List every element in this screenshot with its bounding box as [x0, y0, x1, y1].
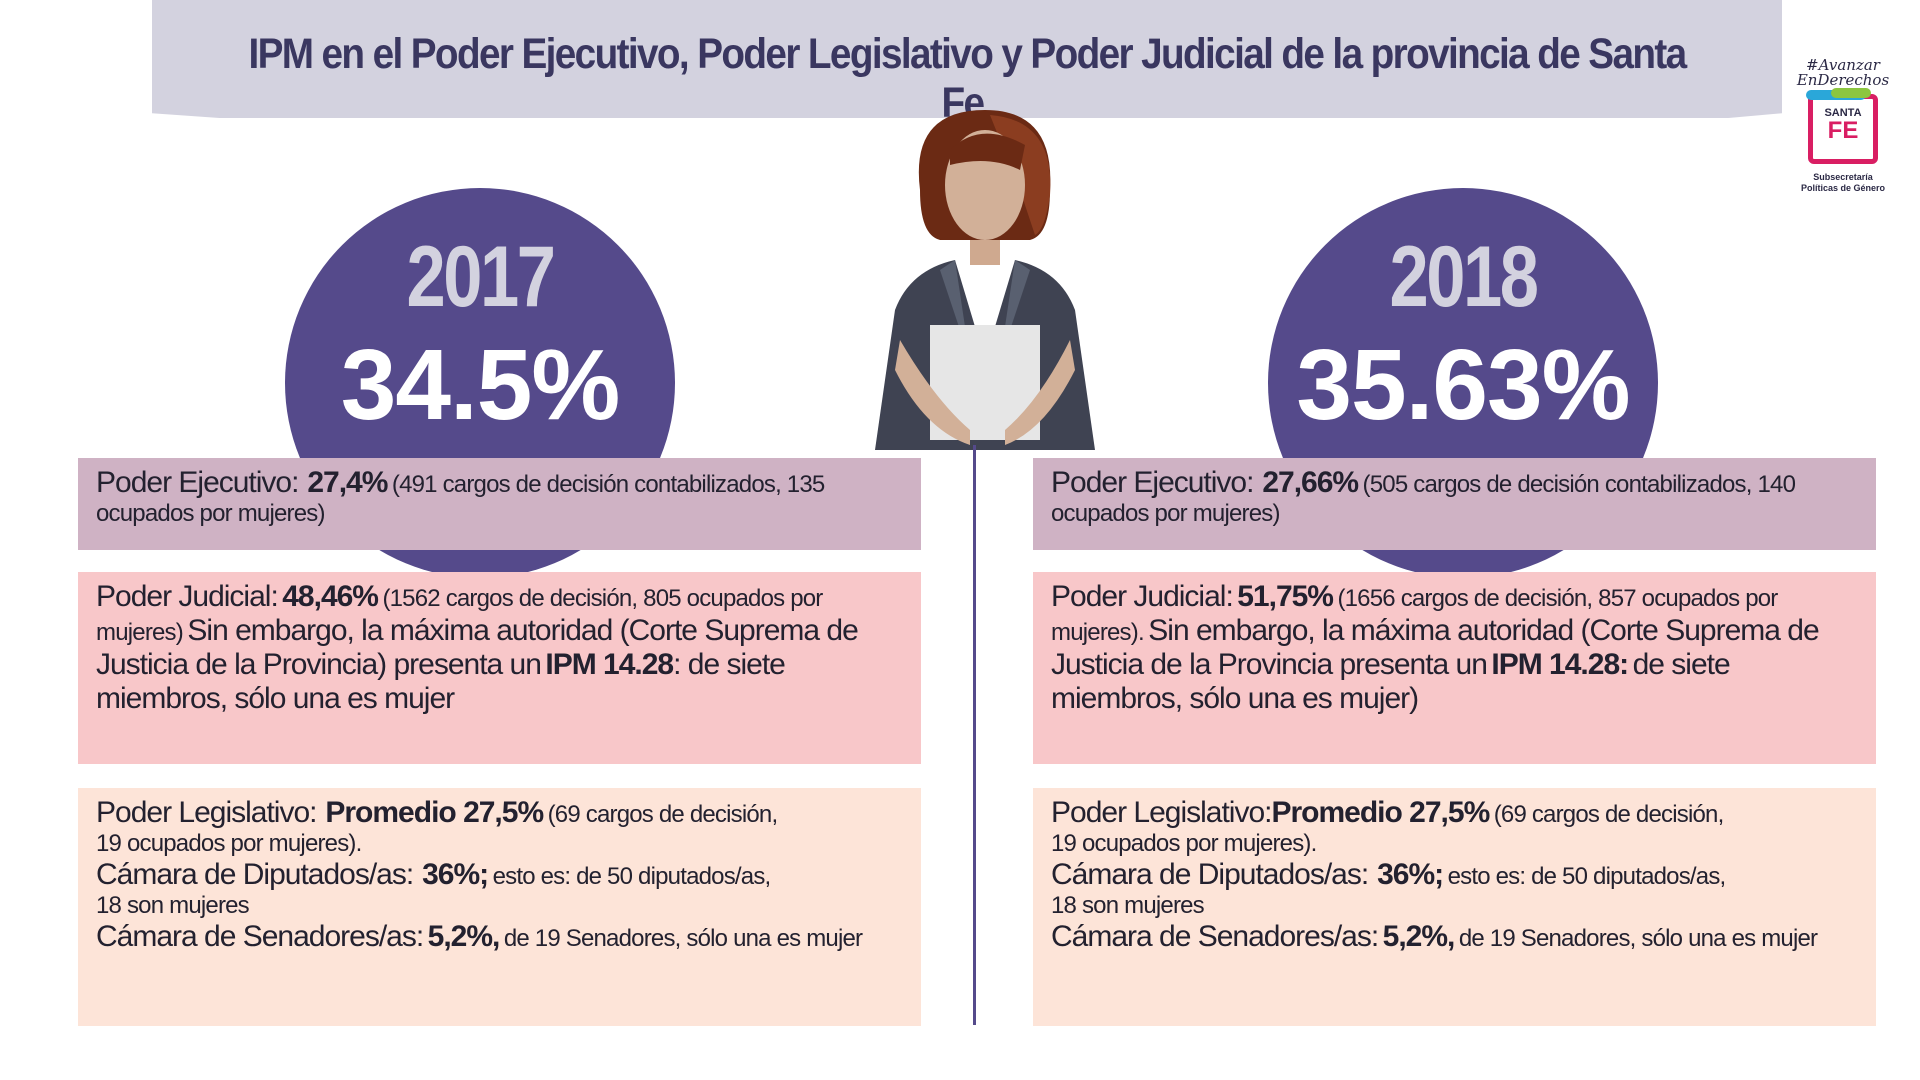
logo-santa: SANTA	[1824, 107, 1862, 119]
value: 51,75%	[1237, 580, 1334, 613]
text: : de siete	[673, 648, 786, 681]
box-2018-ejecutivo: Poder Ejecutivo: 27,66% (505 cargos de d…	[1033, 458, 1876, 550]
value: 36%;	[422, 858, 489, 891]
label: Poder Ejecutivo:	[1051, 466, 1254, 499]
label: Poder Ejecutivo:	[96, 466, 299, 499]
detail: esto es: de 50 diputados/as,	[1447, 863, 1727, 890]
text: de siete	[1632, 648, 1731, 681]
detail: mujeres)	[96, 619, 184, 646]
detail: (1656 cargos de decisión, 857 ocupados p…	[1337, 585, 1778, 612]
label: Poder Legislativo:	[96, 796, 317, 829]
vertical-divider	[973, 445, 976, 1025]
value: 27,66%	[1262, 466, 1359, 499]
detail: 19 ocupados por mujeres).	[96, 830, 362, 857]
text: Sin embargo, la máxima autoridad (Corte …	[1148, 614, 1819, 647]
label: Poder Legislativo:	[1051, 796, 1272, 829]
detail: ocupados por mujeres)	[96, 500, 325, 527]
value: 36%;	[1377, 858, 1444, 891]
value: 48,46%	[282, 580, 379, 613]
box-2017-ejecutivo: Poder Ejecutivo: 27,4% (491 cargos de de…	[78, 458, 921, 550]
detail: (69 cargos de decisión,	[547, 801, 779, 828]
title-banner	[152, 0, 1782, 118]
label: Cámara de Diputados/as:	[96, 858, 414, 891]
santa-fe-logo: #Avanzar EnDerechos SANTA FE Subsecretar…	[1788, 58, 1898, 194]
text: Sin embargo, la máxima autoridad (Corte …	[187, 614, 858, 647]
ipm: IPM 14.28:	[1491, 648, 1629, 681]
detail: 19 ocupados por mujeres).	[1051, 830, 1317, 857]
detail: 18 son mujeres	[96, 892, 250, 919]
year-2018: 2018	[1389, 229, 1539, 325]
ipm-2018: 35.63%	[1296, 329, 1630, 441]
box-2018-judicial: Poder Judicial: 51,75% (1656 cargos de d…	[1033, 572, 1876, 764]
hashtag-line2: EnDerechos	[1796, 71, 1890, 89]
value: 5,2%,	[1382, 920, 1456, 953]
businesswoman-illustration	[875, 110, 1095, 450]
box-2018-legislativo: Poder Legislativo:Promedio 27,5% (69 car…	[1033, 788, 1876, 1026]
logo-sub1: Subsecretaría	[1813, 172, 1873, 182]
page-title: IPM en el Poder Ejecutivo, Poder Legisla…	[248, 30, 1687, 127]
label: Poder Judicial:	[1051, 580, 1234, 613]
label: Cámara de Senadores/as:	[96, 920, 424, 953]
logo-sub2: Políticas de Género	[1800, 183, 1886, 193]
detail: mujeres).	[1051, 619, 1145, 646]
detail: (491 cargos de decisión contabilizados, …	[391, 471, 825, 498]
hashtag-line1: #Avanzar	[1806, 56, 1880, 74]
year-2017: 2017	[406, 229, 556, 325]
ipm: IPM 14.28	[545, 648, 674, 681]
santa-fe-mark: SANTA FE	[1806, 88, 1878, 164]
value: Promedio 27,5%	[1271, 796, 1490, 829]
value: 27,4%	[307, 466, 388, 499]
detail: (69 cargos de decisión,	[1493, 801, 1725, 828]
text: miembros, sólo una es mujer)	[1051, 682, 1419, 715]
text: miembros, sólo una es mujer	[96, 682, 455, 715]
logo-fe: FE	[1827, 117, 1859, 144]
detail: de 19 Senadores, sólo una es mujer	[1458, 925, 1818, 952]
detail: 18 son mujeres	[1051, 892, 1205, 919]
text: Justicia de la Provincia) presenta un	[96, 648, 542, 681]
text: Justicia de la Provincia presenta un	[1051, 648, 1488, 681]
label: Poder Judicial:	[96, 580, 279, 613]
ipm-2017: 34.5%	[340, 329, 621, 441]
detail: de 19 Senadores, sólo una es mujer	[503, 925, 863, 952]
detail: (1562 cargos de decisión, 805 ocupados p…	[382, 585, 823, 612]
box-2017-legislativo: Poder Legislativo: Promedio 27,5% (69 ca…	[78, 788, 921, 1026]
label: Cámara de Senadores/as:	[1051, 920, 1379, 953]
detail: esto es: de 50 diputados/as,	[492, 863, 772, 890]
value: 5,2%,	[427, 920, 501, 953]
detail: ocupados por mujeres)	[1051, 500, 1280, 527]
label: Cámara de Diputados/as:	[1051, 858, 1369, 891]
box-2017-judicial: Poder Judicial: 48,46% (1562 cargos de d…	[78, 572, 921, 764]
value: Promedio 27,5%	[325, 796, 544, 829]
detail: (505 cargos de decisión contabilizados, …	[1362, 471, 1796, 498]
